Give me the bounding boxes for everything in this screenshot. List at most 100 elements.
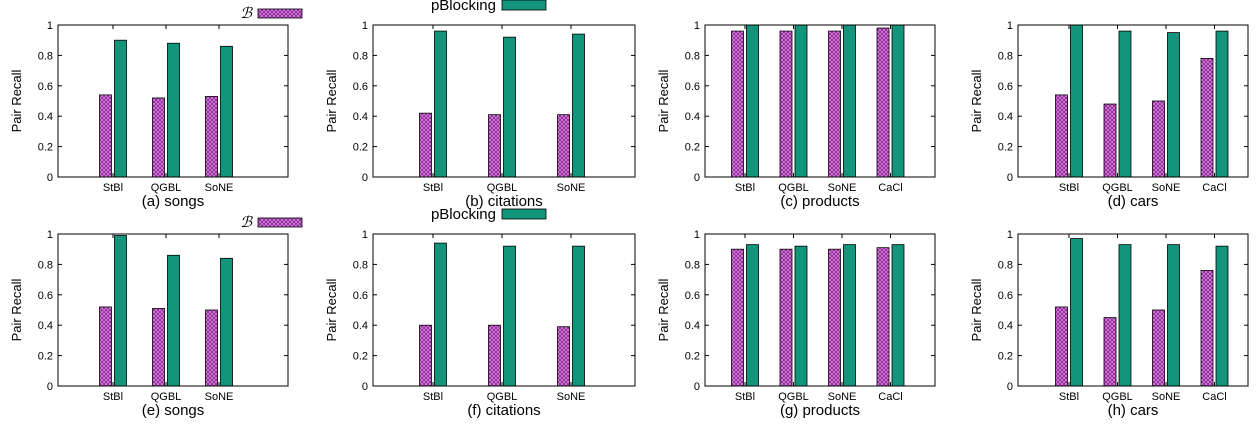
- bar-SoNE-baseline: [205, 309, 218, 387]
- x-tick-label: QGBL: [151, 182, 182, 194]
- bar-SoNE-baseline: [1152, 100, 1165, 178]
- panel-caption: (f) citations: [467, 402, 540, 419]
- y-tick-label: 0: [47, 172, 53, 184]
- chart-panel-e: 0 0.2 0.4 0.6 0.8 1 Pair Recall StBl QGBL SoNE(e)…: [9, 229, 289, 419]
- y-tick-label: 0.4: [38, 111, 53, 123]
- y-tick-label: 0.2: [38, 142, 53, 154]
- panel-caption: (a) songs: [142, 193, 205, 210]
- y-axis-label: Pair Recall: [324, 278, 339, 341]
- y-tick-label: 0.6: [353, 81, 368, 93]
- y-tick-label: 0.6: [38, 290, 53, 302]
- panel-caption: (d) cars: [1108, 193, 1159, 210]
- x-tick-label: SoNE: [557, 391, 586, 403]
- bar-StBl-baseline: [419, 112, 432, 178]
- bar-SoNE-pblocking: [843, 24, 856, 178]
- y-tick-label: 0.2: [685, 142, 700, 154]
- y-axis-label: Pair Recall: [656, 278, 671, 341]
- x-tick-label: StBl: [423, 391, 443, 403]
- bar-SoNE-pblocking: [1167, 32, 1180, 178]
- y-tick-label: 0.4: [38, 320, 53, 332]
- y-tick-label: 1: [1007, 20, 1013, 32]
- chart-panel-g: 0 0.2 0.4 0.6 0.8 1 Pair Recall StBl QGBL SoNE CaC…: [656, 229, 936, 419]
- chart-panel-a: 0 0.2 0.4 0.6 0.8 1 Pair Recall StBl QGBL SoNE(a)…: [9, 20, 289, 210]
- bar-QGBL-pblocking: [1118, 30, 1132, 178]
- bar-QGBL-pblocking: [503, 245, 516, 387]
- plot-frame: [57, 233, 289, 387]
- bar-QGBL-pblocking: [794, 245, 808, 387]
- y-tick-label: 0.8: [38, 259, 53, 271]
- bar-SoNE-pblocking: [572, 245, 585, 387]
- y-tick-label: 1: [362, 229, 368, 241]
- plot-frame: [372, 24, 636, 178]
- x-tick-label: SoNE: [205, 391, 234, 403]
- plot-frame: [1017, 24, 1249, 178]
- y-tick-label: 0.4: [998, 320, 1013, 332]
- y-tick-label: 0.2: [998, 142, 1013, 154]
- y-tick-label: 0.4: [353, 320, 368, 332]
- bar-StBl-baseline: [99, 94, 112, 178]
- x-tick-label: SoNE: [828, 182, 857, 194]
- panel-caption: (h) cars: [1108, 402, 1159, 419]
- legend-label-baseline: ℬ: [240, 4, 253, 22]
- x-tick-label: QGBL: [151, 391, 182, 403]
- y-tick-label: 0.6: [353, 290, 368, 302]
- y-tick-label: 0.6: [38, 81, 53, 93]
- bar-StBl-baseline: [1055, 306, 1068, 387]
- x-tick-label: StBl: [103, 391, 123, 403]
- y-axis-label: Pair Recall: [969, 278, 984, 341]
- x-tick-label: QGBL: [1102, 391, 1133, 403]
- legend-swatch-baseline: [257, 217, 303, 228]
- plot-frame: [1017, 233, 1249, 387]
- x-tick-label: StBl: [103, 182, 123, 194]
- chart-panel-f: 0 0.2 0.4 0.6 0.8 1 Pair Recall StBl QGBL SoNE (f)…: [324, 229, 636, 419]
- x-tick-label: SoNE: [1152, 391, 1181, 403]
- bar-QGBL-pblocking: [1118, 244, 1132, 387]
- x-tick-label: QGBL: [487, 391, 518, 403]
- bar-CaCl-pblocking: [1215, 30, 1229, 178]
- bar-SoNE-baseline: [557, 326, 570, 387]
- bar-CaCl-baseline: [1200, 58, 1214, 178]
- y-tick-label: 1: [47, 20, 53, 32]
- y-tick-label: 0.4: [998, 111, 1013, 123]
- y-tick-label: 0.8: [998, 50, 1013, 62]
- bar-StBl-baseline: [731, 248, 744, 387]
- x-tick-label: QGBL: [1102, 182, 1133, 194]
- bar-SoNE-pblocking: [1167, 244, 1180, 387]
- y-tick-label: 0.2: [353, 142, 368, 154]
- y-tick-label: 1: [362, 20, 368, 32]
- y-axis-label: Pair Recall: [324, 69, 339, 132]
- y-tick-label: 1: [1007, 229, 1013, 241]
- bar-SoNE-pblocking: [220, 45, 233, 178]
- bar-QGBL-baseline: [152, 97, 165, 178]
- y-axis-label: Pair Recall: [656, 69, 671, 132]
- y-axis-label: Pair Recall: [9, 69, 24, 132]
- plot-frame: [57, 24, 289, 178]
- bar-QGBL-pblocking: [503, 36, 516, 178]
- bar-SoNE-baseline: [828, 248, 841, 387]
- y-axis-label: Pair Recall: [9, 278, 24, 341]
- bar-CaCl-pblocking: [1215, 245, 1229, 387]
- bar-StBl-pblocking: [746, 244, 759, 387]
- bar-SoNE-baseline: [1152, 309, 1165, 387]
- bar-QGBL-baseline: [1103, 317, 1117, 387]
- bar-QGBL-baseline: [488, 324, 501, 387]
- panel-caption: (b) citations: [465, 193, 543, 210]
- bar-CaCl-pblocking: [891, 244, 905, 387]
- y-tick-label: 0: [1007, 381, 1013, 393]
- legend-swatch-pblocking: [501, 208, 547, 220]
- y-tick-label: 0.8: [998, 259, 1013, 271]
- y-tick-label: 0.8: [353, 259, 368, 271]
- y-tick-label: 0.2: [998, 351, 1013, 363]
- y-tick-label: 0: [362, 172, 368, 184]
- bar-SoNE-baseline: [205, 96, 218, 178]
- bar-CaCl-baseline: [876, 27, 890, 178]
- bar-StBl-baseline: [419, 324, 432, 387]
- y-tick-label: 1: [47, 229, 53, 241]
- plot-frame: [704, 233, 936, 387]
- bar-StBl-baseline: [1055, 94, 1068, 178]
- y-tick-label: 0.4: [685, 111, 700, 123]
- bar-QGBL-pblocking: [167, 42, 180, 178]
- y-tick-label: 0.4: [353, 111, 368, 123]
- x-tick-label: CaCl: [1202, 391, 1226, 403]
